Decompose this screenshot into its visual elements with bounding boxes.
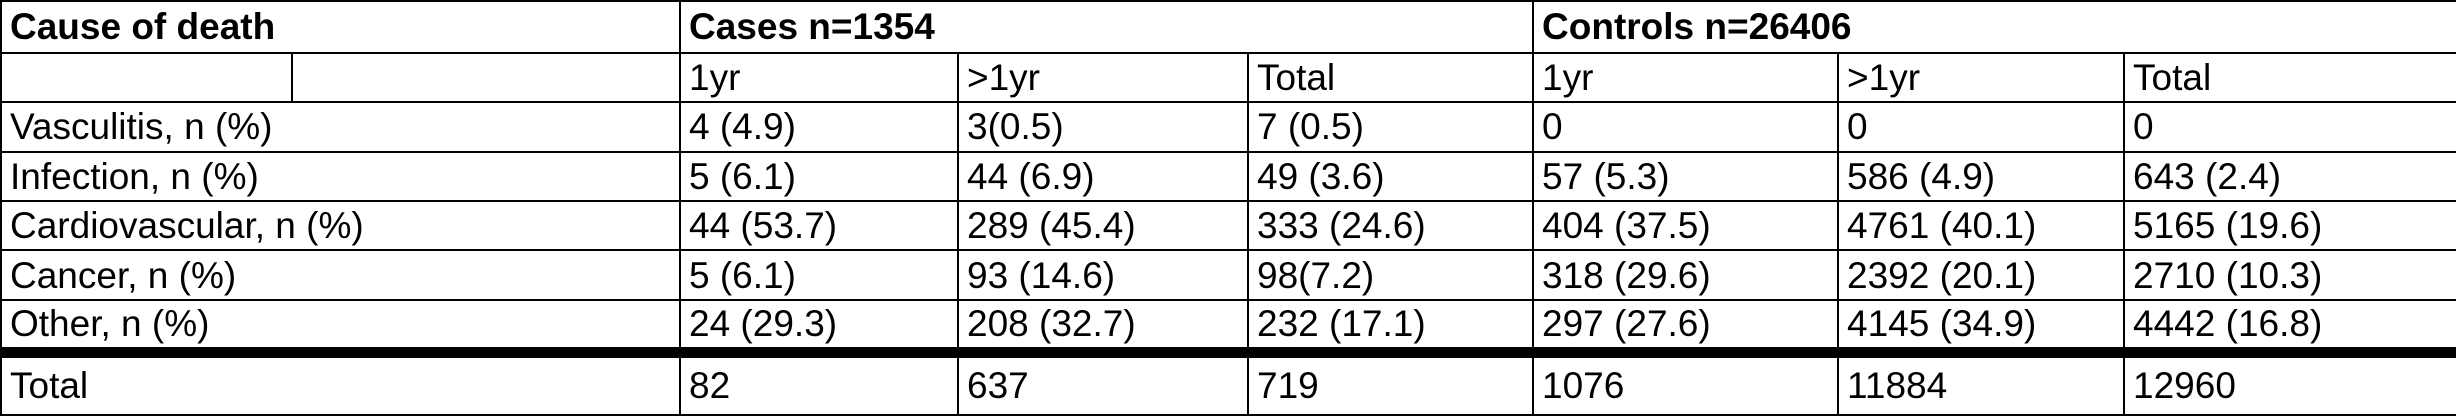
total-cell: 637 — [957, 346, 1249, 416]
row-label: Other, n (%) — [0, 298, 681, 354]
table-cell: 333 (24.6) — [1246, 200, 1535, 252]
table-cell: 44 (53.7) — [679, 200, 959, 252]
subheader-cell: 1yr — [679, 51, 959, 104]
table-row: Infection, n (%) 5 (6.1) 44 (6.9) 49 (3.… — [0, 150, 2456, 203]
table-cell: 5 (6.1) — [679, 150, 959, 203]
controls-header: Controls n=26406 — [1532, 0, 2456, 54]
row-label: Cardiovascular, n (%) — [0, 200, 681, 252]
table-cell: 318 (29.6) — [1532, 249, 1840, 301]
header-row: Cause of death Cases n=1354 Controls n=2… — [0, 0, 2456, 54]
table-cell: 2392 (20.1) — [1837, 249, 2126, 301]
row-label: Cancer, n (%) — [0, 249, 681, 301]
table-cell: 208 (32.7) — [957, 298, 1249, 354]
total-row: Total 82 637 719 1076 11884 12960 — [0, 346, 2456, 416]
table-cell: 404 (37.5) — [1532, 200, 1840, 252]
table-cell: 57 (5.3) — [1532, 150, 1840, 203]
table-cell: 4442 (16.8) — [2123, 298, 2456, 354]
table-cell: 5165 (19.6) — [2123, 200, 2456, 252]
total-cell: 11884 — [1837, 346, 2126, 416]
subheader-cell: 1yr — [1532, 51, 1840, 104]
table-cell: 3(0.5) — [957, 101, 1249, 153]
table-cell: 93 (14.6) — [957, 249, 1249, 301]
cases-header: Cases n=1354 — [678, 0, 1535, 54]
table-cell: 24 (29.3) — [679, 298, 959, 354]
table-cell: 4145 (34.9) — [1837, 298, 2126, 354]
table-cell: 289 (45.4) — [957, 200, 1249, 252]
blank-cell — [0, 51, 293, 104]
row-label: Vasculitis, n (%) — [0, 101, 681, 153]
table-row: Cardiovascular, n (%) 44 (53.7) 289 (45.… — [0, 200, 2456, 252]
total-cell: 719 — [1246, 346, 1535, 416]
table-cell: 98(7.2) — [1246, 249, 1535, 301]
table-cell: 49 (3.6) — [1246, 150, 1535, 203]
table-cell: 586 (4.9) — [1837, 150, 2126, 203]
table-row: Vasculitis, n (%) 4 (4.9) 3(0.5) 7 (0.5)… — [0, 101, 2456, 153]
table-cell: 4 (4.9) — [679, 101, 959, 153]
table-cell: 5 (6.1) — [679, 249, 959, 301]
table-cell: 0 — [1532, 101, 1840, 153]
cause-of-death-header: Cause of death — [0, 0, 681, 54]
table-cell: 0 — [2123, 101, 2456, 153]
total-label: Total — [0, 346, 681, 416]
table-cell: 4761 (40.1) — [1837, 200, 2126, 252]
table-row: Other, n (%) 24 (29.3) 208 (32.7) 232 (1… — [0, 298, 2456, 354]
blank-cell — [291, 51, 681, 104]
table-cell: 7 (0.5) — [1246, 101, 1535, 153]
total-cell: 82 — [679, 346, 959, 416]
subheader-cell: >1yr — [1837, 51, 2126, 104]
table-cell: 643 (2.4) — [2123, 150, 2456, 203]
subheader-cell: Total — [1246, 51, 1535, 104]
subheader-cell: >1yr — [957, 51, 1249, 104]
table-cell: 297 (27.6) — [1532, 298, 1840, 354]
total-cell: 12960 — [2123, 346, 2456, 416]
subheader-row: 1yr >1yr Total 1yr >1yr Total — [0, 51, 2456, 104]
total-cell: 1076 — [1532, 346, 1840, 416]
table-cell: 232 (17.1) — [1246, 298, 1535, 354]
subheader-cell: Total — [2123, 51, 2456, 104]
row-label: Infection, n (%) — [0, 150, 681, 203]
table-row: Cancer, n (%) 5 (6.1) 93 (14.6) 98(7.2) … — [0, 249, 2456, 301]
table-cell: 2710 (10.3) — [2123, 249, 2456, 301]
table-cell: 44 (6.9) — [957, 150, 1249, 203]
table-cell: 0 — [1837, 101, 2126, 153]
